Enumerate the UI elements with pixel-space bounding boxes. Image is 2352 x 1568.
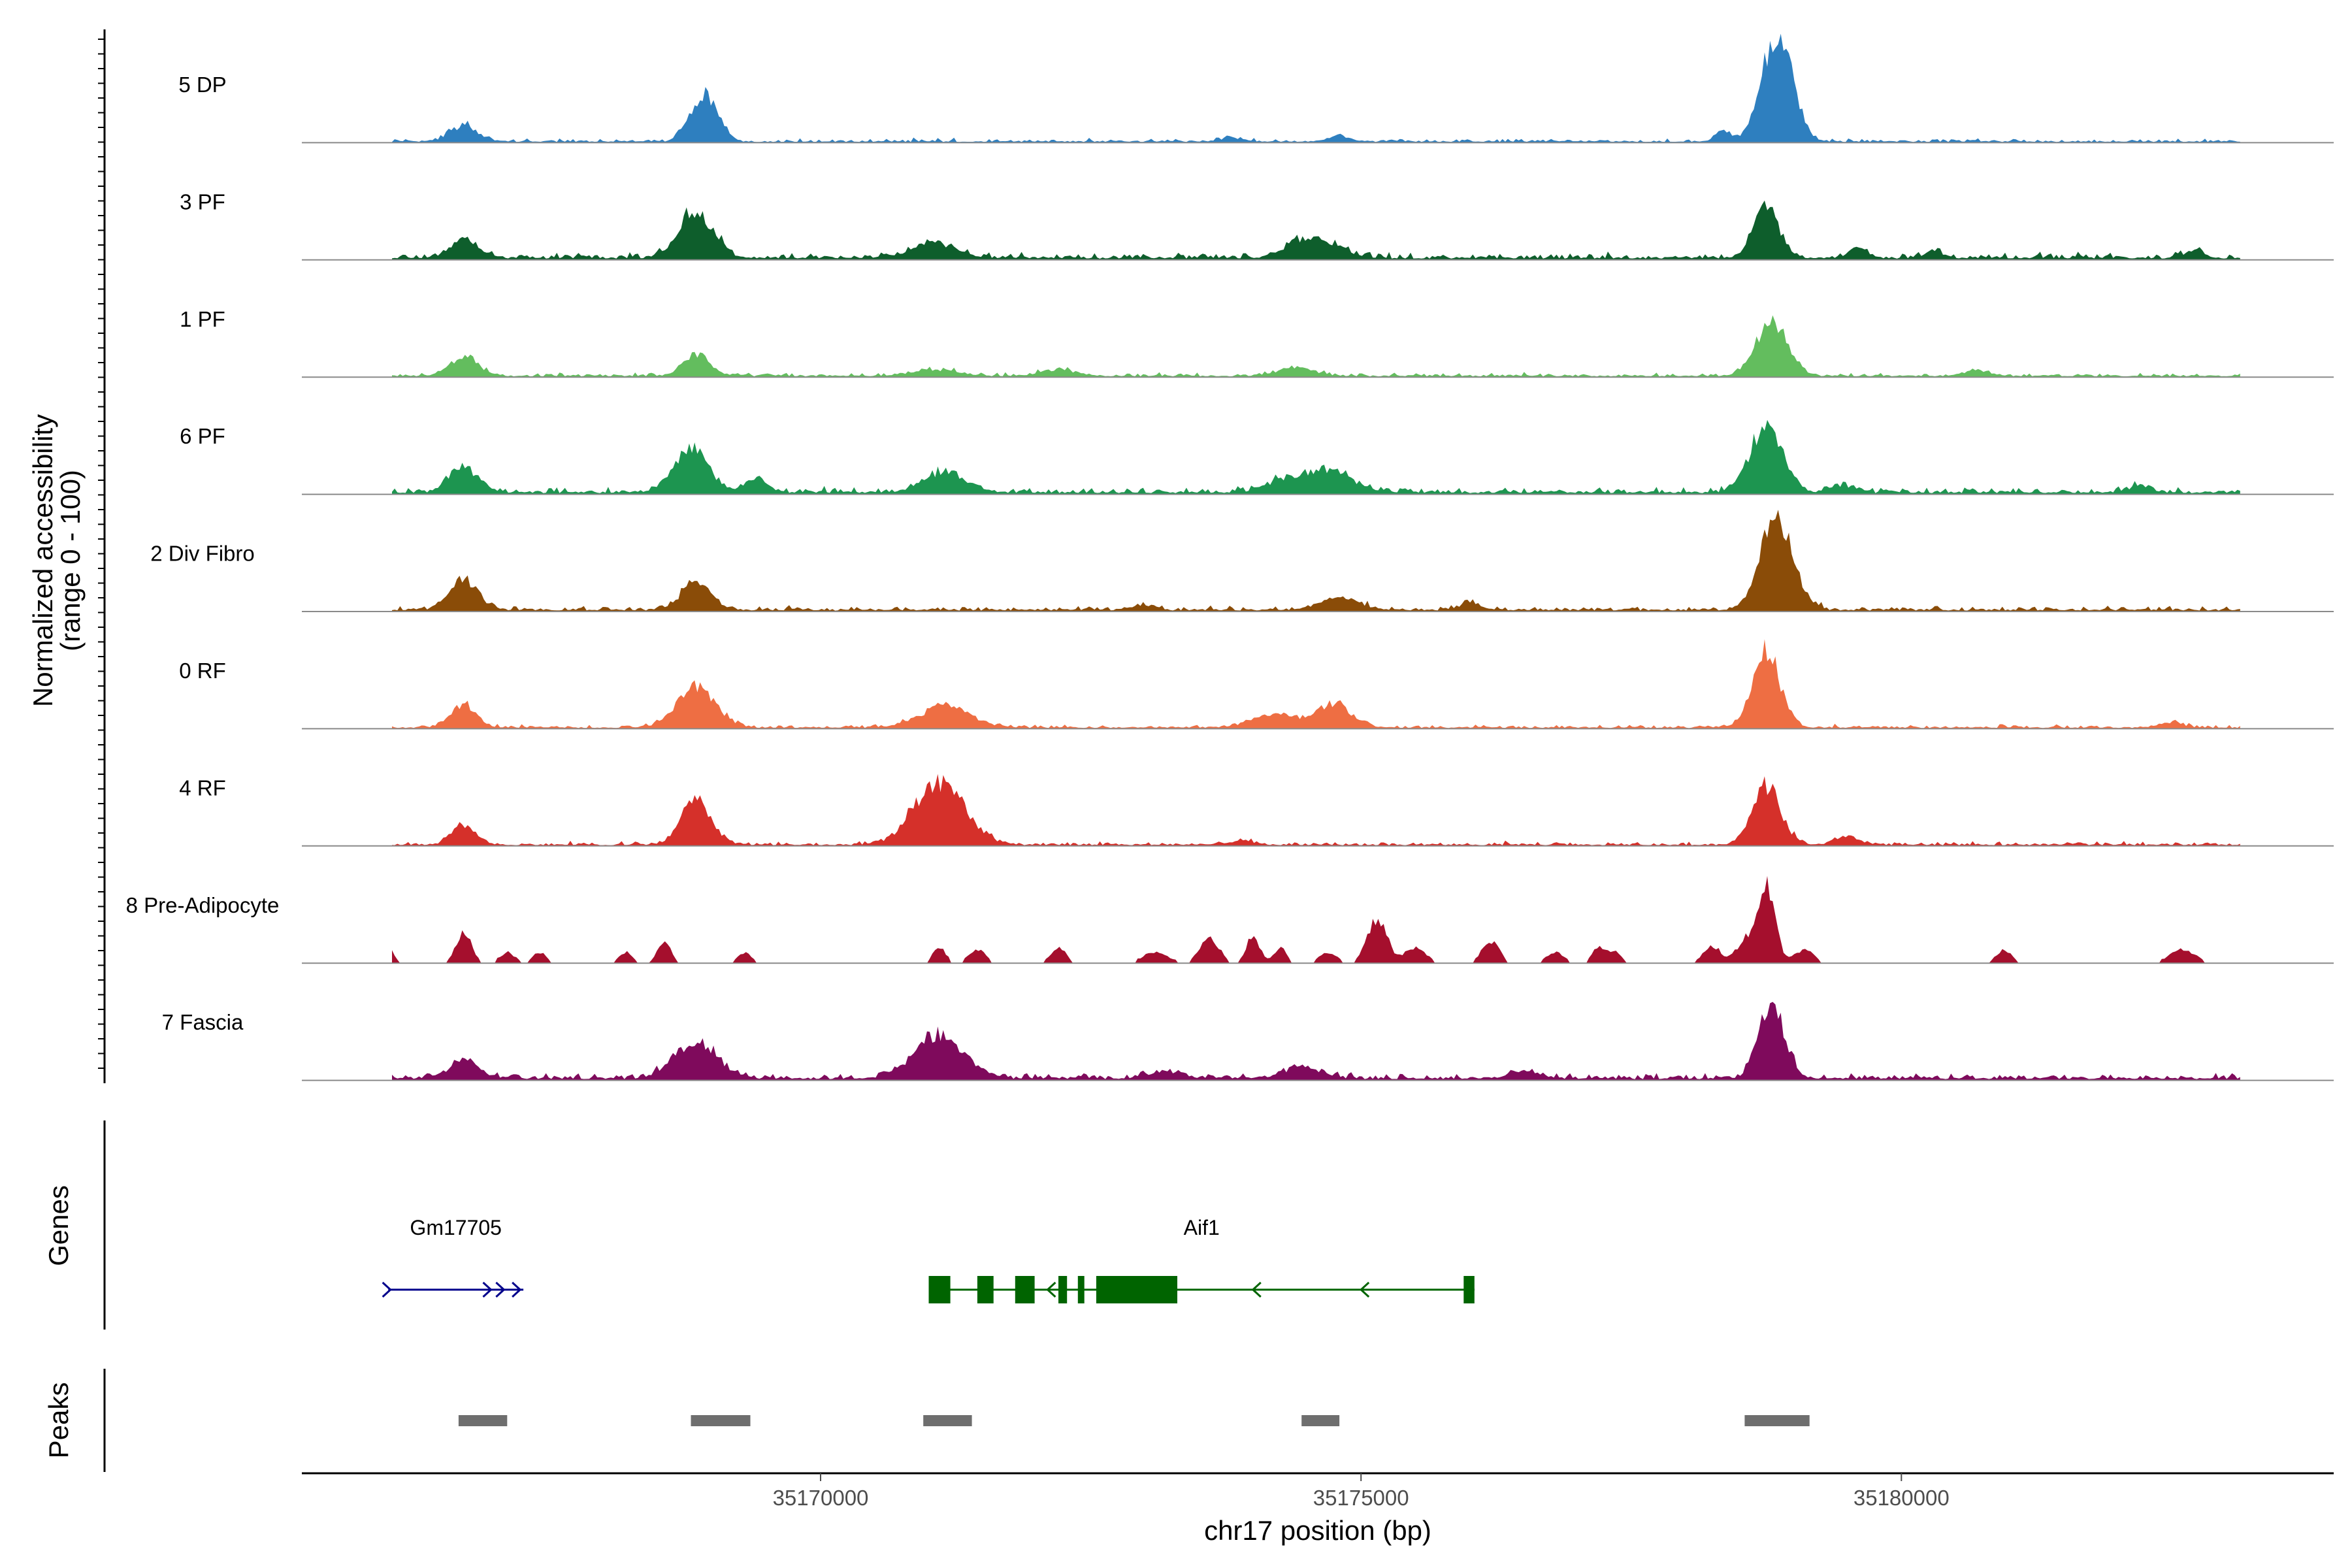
- x-axis-ticks: 35170000 35175000 35180000: [773, 1473, 1950, 1510]
- genes-panel-title: Genes: [43, 1185, 74, 1266]
- track-0: 5 DP: [178, 33, 2334, 144]
- strand-arrow: [382, 1281, 392, 1298]
- gene-exon: [1058, 1276, 1068, 1303]
- gene-annotations: Gm17705 Aif1: [382, 1216, 1475, 1303]
- track-4: 2 Div Fibro: [150, 510, 2334, 612]
- strand-arrow: [1251, 1281, 1262, 1298]
- track-label: 7 Fascia: [162, 1010, 244, 1034]
- gene-exon: [1463, 1276, 1475, 1303]
- track-3: 6 PF: [180, 419, 2334, 495]
- peak-region: [923, 1415, 972, 1426]
- track-7: 8 Pre-Adipocyte: [126, 875, 2334, 964]
- strand-arrow: [512, 1281, 522, 1298]
- peak-regions: [458, 1415, 1810, 1426]
- track-5: 0 RF: [179, 639, 2334, 730]
- x-axis-title: chr17 position (bp): [1204, 1515, 1431, 1546]
- track-label: 3 PF: [180, 189, 225, 214]
- coverage-area: [392, 315, 2240, 378]
- tracks-y-axis-ticks: [98, 39, 105, 1069]
- track-label: 5 DP: [178, 73, 226, 97]
- gene-label: Gm17705: [410, 1216, 502, 1239]
- gene-aif1: Aif1: [928, 1216, 1475, 1303]
- x-tick-label: 35180000: [1854, 1486, 1950, 1510]
- coverage-tracks: 5 DP 3 PF 1 PF 6 PF 2 Div Fibro 0 RF 4 RF 8 Pre…: [126, 33, 2334, 1081]
- strand-arrow: [1046, 1281, 1056, 1298]
- gene-gm17705: Gm17705: [382, 1216, 524, 1298]
- y-axis-title: Normalized accessibility: [27, 414, 58, 707]
- x-tick-label: 35170000: [773, 1486, 869, 1510]
- track-label: 6 PF: [180, 424, 225, 448]
- track-label: 2 Div Fibro: [150, 542, 255, 566]
- track-2: 1 PF: [180, 307, 2334, 378]
- track-label: 4 RF: [179, 776, 226, 800]
- x-tick-label: 35175000: [1313, 1486, 1409, 1510]
- coverage-area: [392, 33, 2240, 143]
- track-8: 7 Fascia: [162, 1002, 2334, 1081]
- gene-exon: [977, 1276, 994, 1303]
- gene-exon: [1077, 1276, 1085, 1303]
- peak-region: [1744, 1415, 1810, 1426]
- strand-arrow: [1359, 1281, 1370, 1298]
- coverage-area: [392, 510, 2240, 612]
- track-label: 0 RF: [179, 659, 226, 683]
- coverage-area: [392, 419, 2240, 495]
- peak-region: [691, 1415, 751, 1426]
- track-label: 8 Pre-Adipocyte: [126, 893, 280, 917]
- track-6: 4 RF: [179, 774, 2334, 847]
- track-label: 1 PF: [180, 307, 225, 331]
- gene-exon: [1015, 1276, 1035, 1303]
- gene-label: Aif1: [1184, 1216, 1220, 1239]
- coverage-area: [392, 774, 2240, 846]
- strand-arrow: [495, 1281, 506, 1298]
- coverage-area: [392, 1002, 2240, 1081]
- strand-arrow: [482, 1281, 493, 1298]
- coverage-area: [392, 875, 2240, 964]
- track-1: 3 PF: [180, 189, 2334, 261]
- coverage-area: [392, 200, 2240, 260]
- peak-region: [1301, 1415, 1340, 1426]
- coverage-area: [392, 639, 2240, 729]
- y-axis-title-range: (range 0 - 100): [55, 470, 86, 651]
- peak-region: [458, 1415, 508, 1426]
- peaks-panel-title: Peaks: [43, 1382, 74, 1459]
- gene-exon: [1096, 1276, 1177, 1303]
- gene-exon: [928, 1276, 951, 1303]
